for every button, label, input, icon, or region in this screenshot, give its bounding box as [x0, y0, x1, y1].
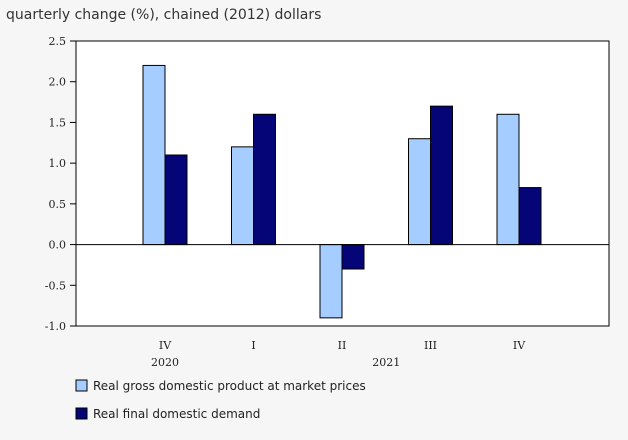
x-tick-label: IV — [513, 339, 526, 352]
year-label: 2020 — [151, 356, 179, 369]
bar-demand — [518, 187, 542, 246]
y-tick-label: 0.5 — [49, 198, 67, 211]
bar-demand — [253, 113, 276, 246]
y-axis: 2.5 2.0 1.5 1.0 0.5 0.0 -0.5 -1.0 — [45, 35, 76, 333]
y-tick-label: 2.0 — [49, 76, 67, 89]
x-tick-label: II — [338, 339, 347, 352]
y-tick-label: 1.5 — [49, 116, 67, 129]
bar-gdp — [142, 64, 166, 246]
chart-title: quarterly change (%), chained (2012) dol… — [6, 7, 321, 23]
year-label: 2021 — [372, 356, 400, 369]
y-tick-label: 0.0 — [49, 239, 67, 252]
bar-gdp — [408, 138, 431, 246]
legend-label-gdp: Real gross domestic product at market pr… — [93, 379, 366, 393]
y-tick-label: 1.0 — [49, 157, 67, 170]
bar-demand — [430, 105, 453, 246]
bars — [142, 64, 542, 319]
bar-gdp — [231, 146, 254, 246]
y-tick-label: -1.0 — [45, 320, 66, 333]
bar-gdp — [319, 244, 343, 319]
y-tick-label: 2.5 — [49, 35, 67, 48]
legend-label-demand: Real final domestic demand — [93, 407, 260, 421]
legend: Real gross domestic product at market pr… — [75, 379, 366, 421]
x-tick-label: III — [424, 339, 437, 352]
bar-demand — [341, 244, 365, 270]
bar-demand — [164, 154, 188, 246]
bar-gdp — [496, 113, 520, 246]
legend-swatch-demand — [75, 407, 88, 420]
y-tick-label: -0.5 — [45, 279, 66, 292]
x-tick-label: IV — [159, 339, 172, 352]
x-tick-label: I — [251, 339, 255, 352]
legend-swatch-gdp — [75, 379, 88, 392]
